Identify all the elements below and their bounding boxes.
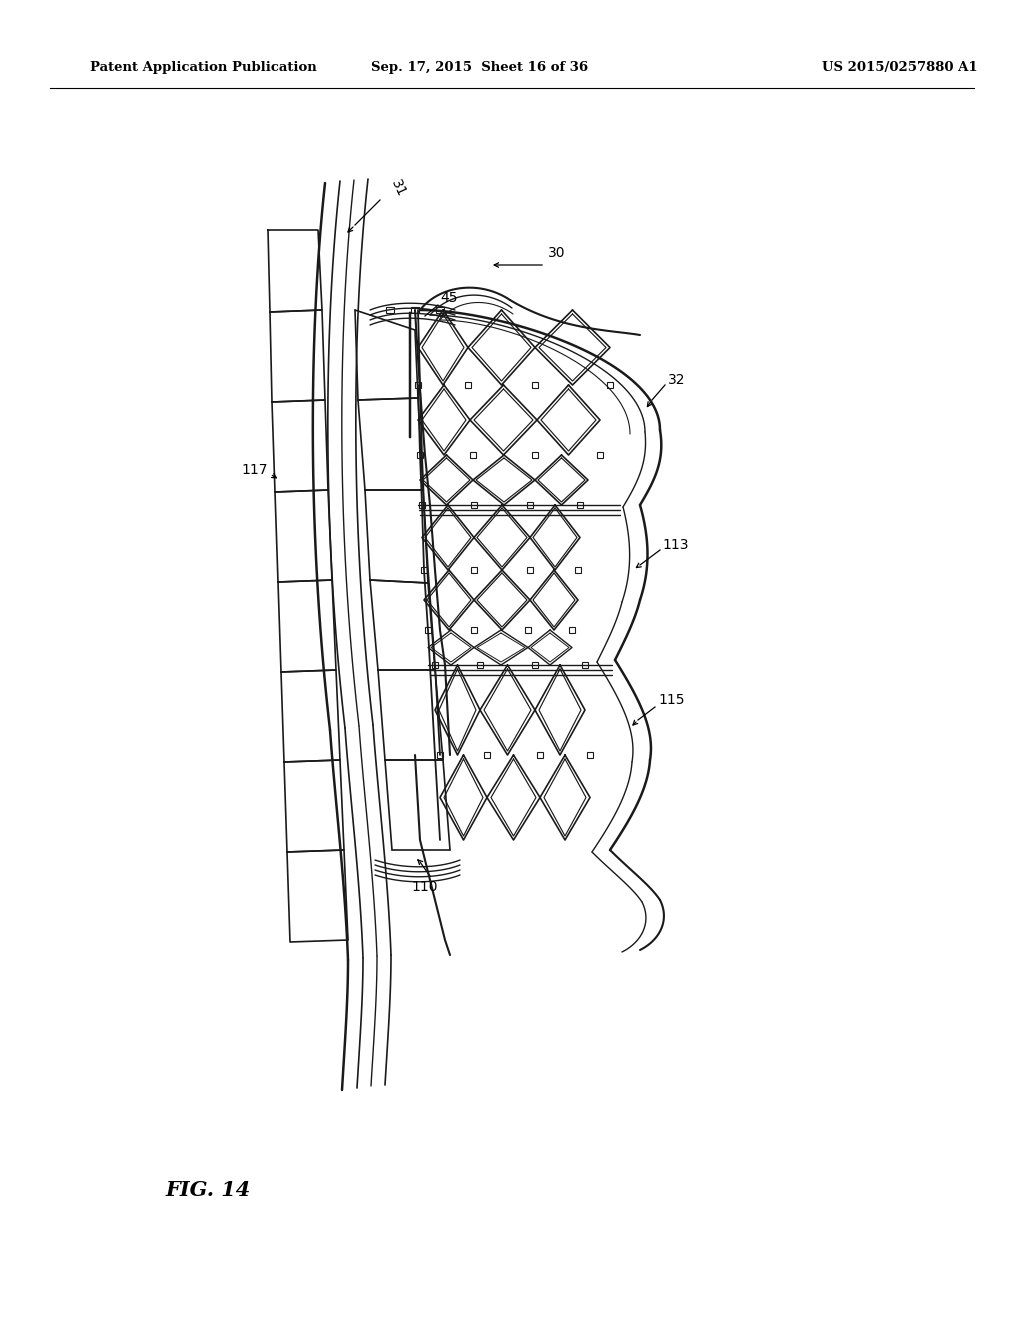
Bar [421, 568, 427, 573]
Bar [484, 752, 490, 758]
Bar [532, 663, 538, 668]
Bar [582, 663, 588, 668]
Text: 110: 110 [412, 880, 438, 894]
Bar [575, 568, 581, 573]
Bar [470, 451, 476, 458]
Bar [532, 381, 538, 388]
Text: 32: 32 [668, 374, 685, 387]
Bar [419, 502, 425, 508]
Bar [527, 502, 534, 508]
Bar [465, 381, 471, 388]
Bar [477, 663, 483, 668]
Text: FIG. 14: FIG. 14 [165, 1180, 250, 1200]
Bar [471, 502, 477, 508]
Bar [411, 308, 419, 313]
Text: 30: 30 [548, 246, 565, 260]
Bar [607, 381, 613, 388]
Text: 31: 31 [388, 177, 409, 199]
Bar [537, 752, 543, 758]
Bar [436, 308, 444, 313]
Text: 115: 115 [658, 693, 684, 708]
Bar [437, 752, 443, 758]
Bar [425, 627, 431, 634]
Text: US 2015/0257880 A1: US 2015/0257880 A1 [822, 62, 978, 74]
Bar [569, 627, 575, 634]
Bar [415, 381, 421, 388]
Bar [471, 627, 477, 634]
Bar [417, 451, 423, 458]
Bar [386, 308, 394, 313]
Bar [525, 627, 531, 634]
Bar [432, 663, 438, 668]
Text: Patent Application Publication: Patent Application Publication [90, 62, 316, 74]
Bar [587, 752, 593, 758]
Bar [527, 568, 534, 573]
Text: 113: 113 [662, 539, 688, 552]
Bar [577, 502, 583, 508]
Bar [471, 568, 477, 573]
Text: 117: 117 [242, 463, 268, 477]
Bar [532, 451, 538, 458]
Bar [597, 451, 603, 458]
Text: Sep. 17, 2015  Sheet 16 of 36: Sep. 17, 2015 Sheet 16 of 36 [372, 62, 589, 74]
Text: 45: 45 [440, 290, 458, 305]
